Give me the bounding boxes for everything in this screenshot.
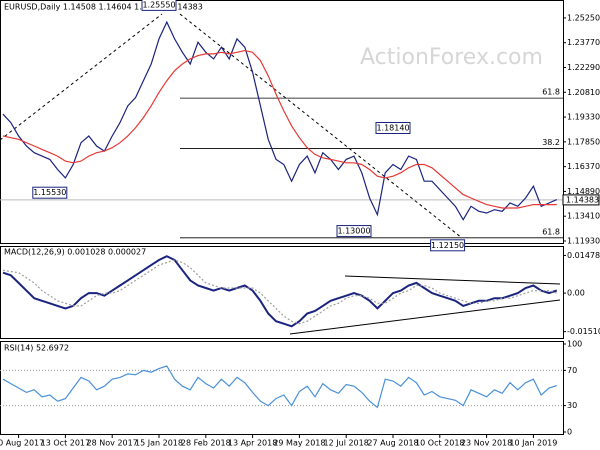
x-tick-label: 15 Jan 2018: [135, 439, 183, 448]
rsi-panel: [0, 341, 564, 435]
y-tick-label: 1.19330: [567, 113, 600, 122]
macd-panel: [0, 246, 564, 339]
x-tick-label: 28 Nov 2017: [87, 439, 138, 448]
x-tick-label: 13 Oct 2017: [41, 439, 90, 448]
price-panel: [0, 0, 564, 244]
x-tick-label: 29 May 2018: [273, 439, 325, 448]
y-tick-label: 0.014786: [567, 251, 600, 260]
rsi-title: RSI(14) 52.6972: [4, 344, 69, 353]
x-tick-label: 27 Aug 2018: [367, 439, 418, 448]
trendline: [344, 275, 561, 285]
y-tick-label: 1.17850: [567, 137, 600, 146]
annotation-label: 1.13000: [337, 227, 370, 236]
x-tick-label: 28 Feb 2018: [181, 439, 231, 448]
y-tick-label: 1.13410: [567, 212, 600, 221]
x-tick-label: 10 Jan 2019: [509, 439, 557, 448]
watermark: ActionForex.com: [360, 45, 543, 70]
series-line: [2, 20, 558, 221]
y-tick-label: 1.22290: [567, 63, 600, 72]
last-price-box: [562, 194, 600, 206]
series-line: [2, 255, 558, 328]
annotation-label: 1.12150: [431, 241, 464, 250]
x-tick-label: 10 Oct 2018: [415, 439, 464, 448]
trendline: [179, 13, 463, 239]
annotation-box: [32, 186, 68, 199]
x-tick-label: 30 Aug 2017: [0, 439, 44, 448]
annotation-label: 1.18140: [376, 123, 409, 132]
y-tick-label: 1.25250: [567, 13, 600, 22]
y-tick-label: 1.14890: [567, 187, 600, 196]
y-tick-label: 1.23770: [567, 38, 600, 47]
x-tick-label: 13 Apr 2018: [228, 439, 277, 448]
y-tick-label: 100: [567, 340, 582, 349]
x-tick-label: 23 Nov 2018: [461, 439, 512, 448]
series-line: [2, 49, 557, 209]
y-tick-label: 0: [567, 428, 572, 437]
trendline: [0, 13, 163, 141]
y-tick-label: -0.015107: [567, 327, 600, 336]
price-title: EURUSD,Daily 1.14508 1.14604 1.14332 1.1…: [4, 3, 203, 12]
y-tick-label: 1.11930: [567, 236, 600, 245]
series-line: [2, 365, 557, 409]
fib-label: 61.8: [542, 88, 560, 97]
annotation-box: [430, 239, 466, 252]
trendline: [289, 299, 561, 335]
annotation-label: 1.25550: [142, 0, 175, 9]
fib-label: 38.2: [542, 138, 560, 147]
annotation-label: 1.15530: [33, 188, 66, 197]
x-tick-label: 12 Jul 2018: [324, 439, 369, 448]
annotation-box: [336, 225, 372, 238]
last-price-label: 1.14383: [566, 195, 599, 204]
y-tick-label: 70: [567, 366, 577, 375]
series-line: [2, 259, 557, 325]
annotation-box: [141, 0, 177, 11]
macd-title: MACD(12,26,9) 0.001028 0.000027: [4, 248, 146, 257]
y-tick-label: 0.00: [567, 289, 585, 298]
y-tick-label: 1.16370: [567, 162, 600, 171]
y-tick-label: 30: [567, 401, 577, 410]
annotation-box: [375, 121, 411, 134]
y-tick-label: 1.20810: [567, 88, 600, 97]
fib-label: 61.8: [542, 227, 560, 236]
